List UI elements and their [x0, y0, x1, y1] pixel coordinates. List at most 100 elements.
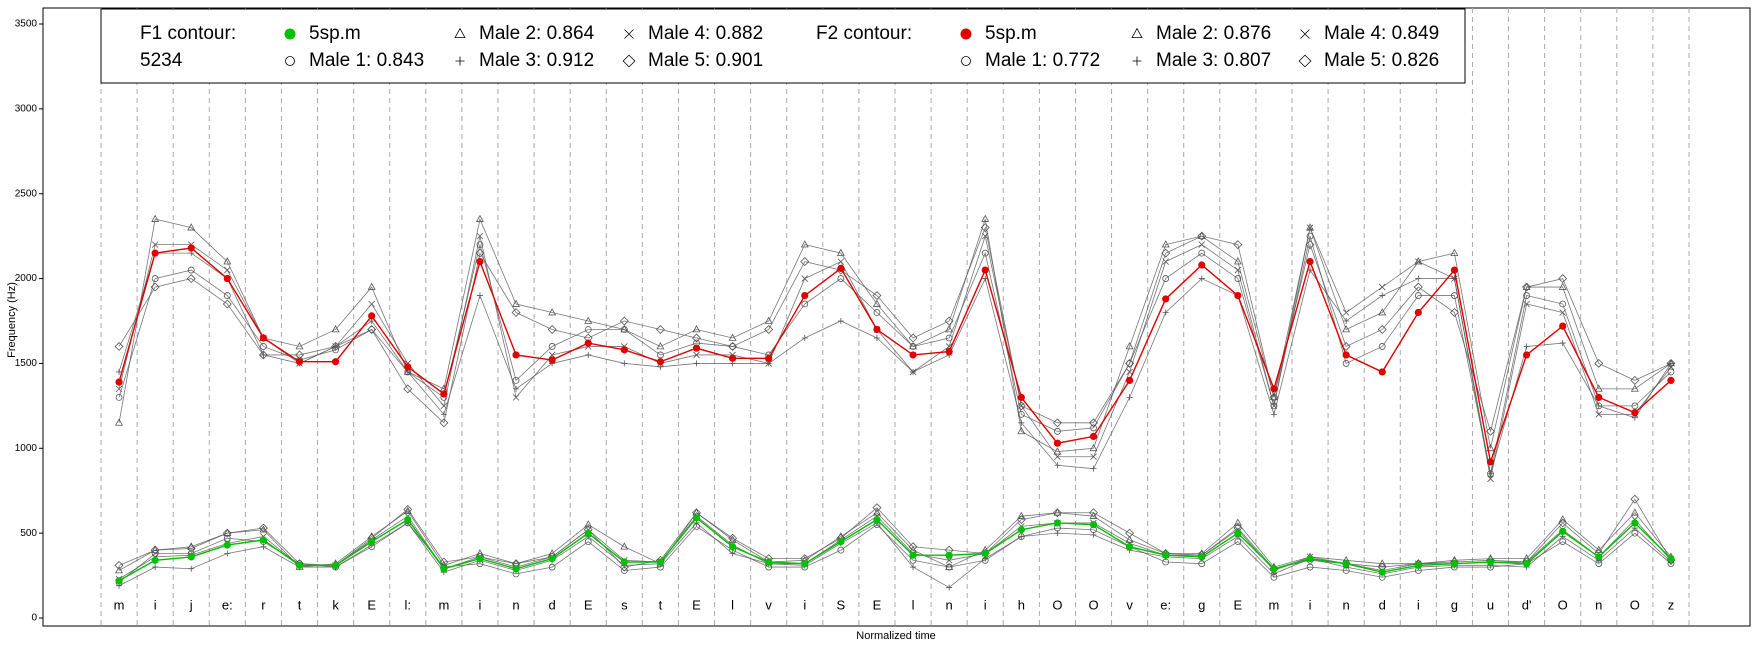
marker-triangle — [548, 308, 557, 316]
marker-triangle — [1161, 240, 1170, 248]
marker-circle — [151, 275, 159, 282]
marker-triangle — [1089, 443, 1098, 452]
marker-x — [624, 29, 634, 39]
x-segment-label: E — [873, 597, 882, 612]
marker-diamond — [1558, 518, 1568, 528]
marker-dot — [837, 538, 845, 546]
marker-circle — [548, 563, 556, 571]
x-segment-label: r — [261, 597, 266, 612]
x-segment-label: g — [1198, 597, 1205, 612]
legend: F1 contour: 5234 5sp.m Male 1: 0.843 Male 2:… — [100, 8, 1466, 84]
marker-plus — [1198, 275, 1205, 282]
x-segment-label: n — [512, 597, 519, 612]
marker-dot — [1053, 519, 1062, 527]
marker-plus — [1270, 411, 1277, 418]
x-segment-label: v — [765, 597, 772, 612]
marker-triangle — [1125, 342, 1134, 350]
x-segment-label: z — [1668, 597, 1675, 612]
marker-dot — [1162, 551, 1170, 559]
marker-dot — [1089, 432, 1098, 441]
marker-dot — [1414, 308, 1422, 317]
marker-x — [1342, 309, 1350, 316]
x-segment-label: u — [1487, 597, 1494, 612]
marker-triangle — [800, 240, 809, 248]
marker-x — [801, 275, 809, 282]
marker-plus — [946, 584, 953, 591]
marker-circle — [873, 309, 881, 316]
marker-circle — [1342, 360, 1350, 367]
legend-label: Male 2: 0.876 — [1156, 23, 1271, 44]
marker-diamond — [800, 257, 810, 267]
marker-diamond — [1630, 375, 1640, 385]
x-segment-label: h — [1018, 597, 1025, 612]
marker-x — [1595, 411, 1603, 418]
marker-dot — [115, 577, 123, 585]
x-segment-label: E — [692, 597, 701, 612]
marker-diamond — [1666, 358, 1676, 368]
marker-plus — [188, 565, 195, 572]
marker-circle — [981, 249, 989, 257]
marker-triangle — [295, 342, 304, 350]
marker-dot — [1667, 554, 1675, 563]
marker-plus — [1090, 531, 1097, 538]
marker-triangle — [1306, 223, 1315, 231]
y-tick-label: 0 — [31, 613, 37, 624]
marker-x — [512, 394, 520, 401]
marker-dot — [1234, 291, 1242, 300]
marker-dot — [548, 356, 556, 364]
marker-circle — [476, 241, 484, 249]
marker-triangle — [584, 316, 593, 324]
marker-triangle — [223, 257, 232, 265]
legend-label: Male 4: 0.849 — [1324, 23, 1439, 44]
series-line — [118, 522, 1672, 583]
marker-x — [1415, 258, 1422, 265]
x-segment-label: k — [332, 597, 339, 612]
marker-x — [1126, 368, 1133, 376]
x-segment-label: i — [1417, 597, 1420, 612]
series-line — [118, 226, 1672, 433]
marker-circle — [1054, 427, 1061, 435]
marker-dot — [1595, 393, 1603, 401]
marker-triangle — [981, 214, 990, 222]
marker-triangle — [764, 316, 773, 324]
marker-diamond — [1197, 231, 1207, 241]
x-segment-label: O — [1088, 597, 1098, 612]
marker-plus — [801, 334, 808, 341]
marker-dot — [1378, 368, 1386, 376]
marker-dot — [692, 514, 701, 522]
marker-triangle — [151, 545, 160, 553]
marker-dot — [981, 549, 989, 558]
marker-triangle — [909, 342, 918, 350]
marker-plus — [224, 550, 231, 557]
marker-triangle — [945, 325, 954, 333]
marker-dot — [656, 558, 665, 566]
x-segment-label: m — [1269, 597, 1280, 612]
marker-dot — [960, 28, 972, 40]
marker-diamond — [1125, 528, 1135, 538]
marker-diamond — [622, 54, 636, 68]
marker-dot — [1017, 526, 1025, 534]
y-tick-label: 1500 — [15, 358, 38, 369]
marker-x — [440, 402, 448, 410]
marker-dot — [873, 325, 881, 334]
legend-label: Male 5: 0.901 — [648, 50, 763, 71]
marker-dot — [1522, 351, 1531, 359]
marker-dot — [584, 339, 592, 347]
series-line — [118, 510, 1672, 571]
x-segment-label: j — [189, 597, 193, 612]
series-line — [118, 236, 1672, 474]
marker-dot — [1667, 376, 1675, 384]
marker-triangle — [1378, 308, 1387, 316]
marker-triangle — [1558, 282, 1567, 290]
series-line — [118, 515, 1672, 580]
marker-diamond — [439, 418, 449, 428]
marker-dot — [765, 354, 773, 362]
marker-diamond — [1449, 308, 1459, 317]
marker-circle — [1234, 275, 1242, 282]
marker-plus — [729, 550, 736, 557]
marker-circle — [1523, 292, 1530, 299]
marker-diamond — [1269, 392, 1279, 402]
marker-diamond — [511, 308, 521, 317]
x-segment-label: e: — [222, 597, 233, 612]
marker-diamond — [1594, 358, 1604, 368]
